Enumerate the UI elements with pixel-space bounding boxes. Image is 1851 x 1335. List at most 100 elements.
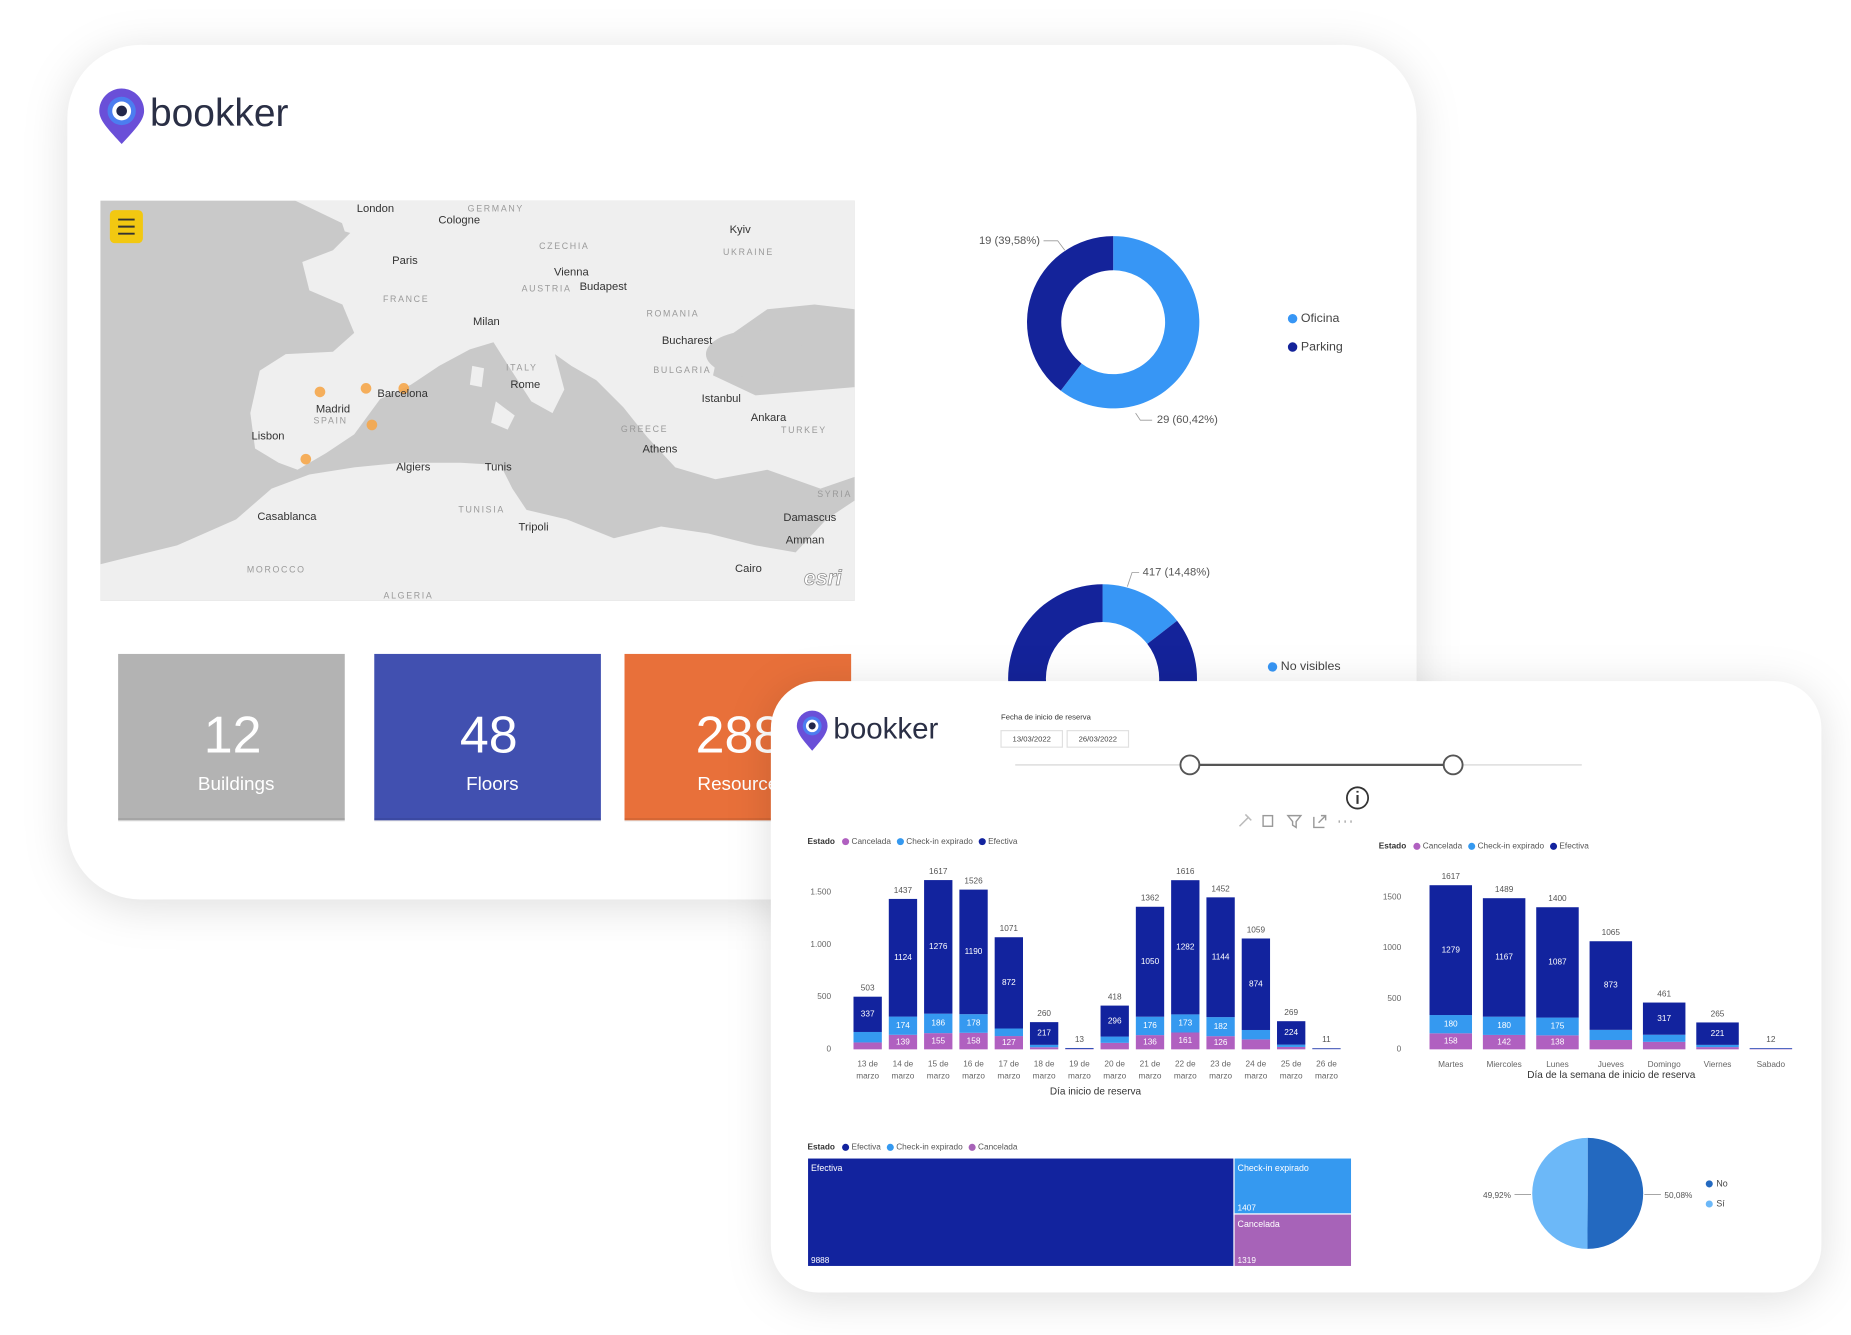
- date-start: 13/03/2022: [1013, 735, 1051, 744]
- legend-swatch: [886, 1143, 894, 1151]
- kpi-tile-shadow: [118, 817, 345, 822]
- data-label: 29 (60,42%): [1157, 414, 1218, 426]
- segment-label: 175: [1551, 1022, 1565, 1031]
- data-label: 19 (39,58%): [979, 235, 1040, 247]
- data-label: 50,08%: [1664, 1191, 1693, 1200]
- bar-segment: [1029, 1044, 1059, 1048]
- x-tick-label: Domingo: [1648, 1060, 1681, 1069]
- bar-segment: [1135, 906, 1165, 1017]
- segment-label: 161: [1178, 1036, 1192, 1045]
- segment-label: 1087: [1548, 958, 1567, 967]
- segment-label: 138: [1551, 1038, 1565, 1047]
- x-tick-label: Lunes: [1546, 1060, 1568, 1069]
- info-icon[interactable]: [1346, 786, 1370, 810]
- bar-segment: [1536, 907, 1579, 1018]
- y-tick-label: 1000: [1383, 943, 1402, 952]
- bar-segment: [1277, 1021, 1306, 1045]
- city-label: Tripoli: [519, 522, 549, 534]
- location-marker: [360, 383, 372, 394]
- segment-label: 142: [1497, 1037, 1511, 1046]
- slider-handle[interactable]: [1179, 754, 1201, 776]
- legend-title: Estado: [807, 837, 835, 846]
- kpi-tile-shadow: [374, 817, 601, 822]
- slice: [1060, 236, 1200, 409]
- copy-icon[interactable]: [1262, 814, 1274, 827]
- legend-label: Cancelada: [978, 1143, 1018, 1152]
- map-attribution: esri: [804, 566, 843, 590]
- segment-label: 1279: [1442, 945, 1461, 954]
- tile-value: 1319: [1238, 1256, 1257, 1265]
- bar-segment: [994, 1028, 1023, 1037]
- pin-icon[interactable]: [1238, 813, 1252, 827]
- legend-swatch: [1705, 1180, 1713, 1188]
- x-tick-label: 20 de marzo: [1103, 1060, 1126, 1081]
- segment-label: 186: [931, 1019, 945, 1028]
- x-tick-label: 19 de marzo: [1068, 1060, 1091, 1081]
- bar-segment: [959, 889, 988, 1015]
- focus-icon[interactable]: [1313, 814, 1327, 829]
- city-label: Tunis: [485, 461, 512, 473]
- bar-segment: [1065, 1047, 1094, 1049]
- bar-segment: [888, 1034, 918, 1050]
- tile-value: 9888: [811, 1256, 830, 1265]
- segment-label: 173: [1178, 1019, 1192, 1028]
- bar-segment: [853, 996, 882, 1032]
- city-label: Casablanca: [257, 511, 317, 523]
- date-end: 26/03/2022: [1079, 735, 1117, 744]
- segment-label: 873: [1604, 981, 1618, 990]
- legend-swatch: [1468, 842, 1476, 850]
- legend-title: Estado: [807, 1143, 835, 1152]
- segment-label: 1050: [1141, 957, 1160, 966]
- slice: [1587, 1137, 1644, 1249]
- y-tick-label: 0: [826, 1045, 831, 1054]
- bar-segment: [1696, 1022, 1739, 1045]
- bar-segment: [1206, 1036, 1235, 1050]
- bar-segment: [1135, 1016, 1165, 1036]
- filter-icon[interactable]: [1286, 814, 1303, 829]
- total-label: 13: [1075, 1035, 1085, 1044]
- bar-segment: [1482, 898, 1526, 1017]
- date-start-box[interactable]: [1000, 730, 1064, 748]
- y-tick-label: 0: [1397, 1045, 1402, 1054]
- city-label: Cologne: [438, 215, 480, 227]
- city-label: Bucharest: [662, 335, 713, 347]
- city-label: Damascus: [783, 512, 836, 524]
- map-land-europe: [250, 200, 855, 489]
- legend-swatch: [968, 1143, 976, 1151]
- segment-label: 180: [1497, 1021, 1511, 1030]
- bar-segment: [1029, 1022, 1059, 1045]
- bar-segment: [888, 1016, 918, 1035]
- city-label: Athens: [642, 444, 677, 456]
- x-tick-label: 24 de marzo: [1244, 1060, 1267, 1081]
- segment-label: 1276: [929, 942, 948, 951]
- front-logo: bookker: [796, 710, 939, 751]
- legend-swatch: [978, 838, 986, 846]
- country-label: MOROCCO: [247, 564, 306, 574]
- menu-icon: [118, 218, 135, 235]
- city-label: Lisbon: [252, 431, 285, 443]
- x-tick-label: Martes: [1438, 1060, 1463, 1069]
- country-label: GREECE: [621, 424, 668, 434]
- logo-text: bookker: [833, 712, 938, 745]
- logo-text: bookker: [150, 92, 289, 135]
- segment-label: 127: [1002, 1038, 1016, 1047]
- tile-label: Check-in expirado: [1238, 1163, 1309, 1173]
- city-label: Paris: [392, 255, 418, 267]
- date-end-box[interactable]: [1066, 730, 1130, 748]
- segment-label: 136: [1143, 1037, 1157, 1046]
- data-label: 417 (14,48%): [1143, 566, 1211, 578]
- slider-handle[interactable]: [1442, 754, 1464, 776]
- segment-label: 174: [896, 1021, 910, 1030]
- city-label: Cairo: [735, 563, 762, 575]
- x-tick-label: 23 de marzo: [1209, 1060, 1232, 1081]
- tile-value: 1407: [1238, 1203, 1257, 1212]
- bar-segment: [1429, 1033, 1473, 1050]
- total-label: 1059: [1247, 925, 1266, 934]
- segment-label: 1144: [1212, 952, 1230, 961]
- bar-segment: [1206, 897, 1235, 1018]
- bar-segment: [1696, 1047, 1739, 1050]
- segment-label: 158: [967, 1036, 981, 1045]
- bar-segment: [1642, 1034, 1686, 1042]
- segment-label: 296: [1108, 1016, 1122, 1025]
- legend-title: Estado: [1379, 842, 1407, 851]
